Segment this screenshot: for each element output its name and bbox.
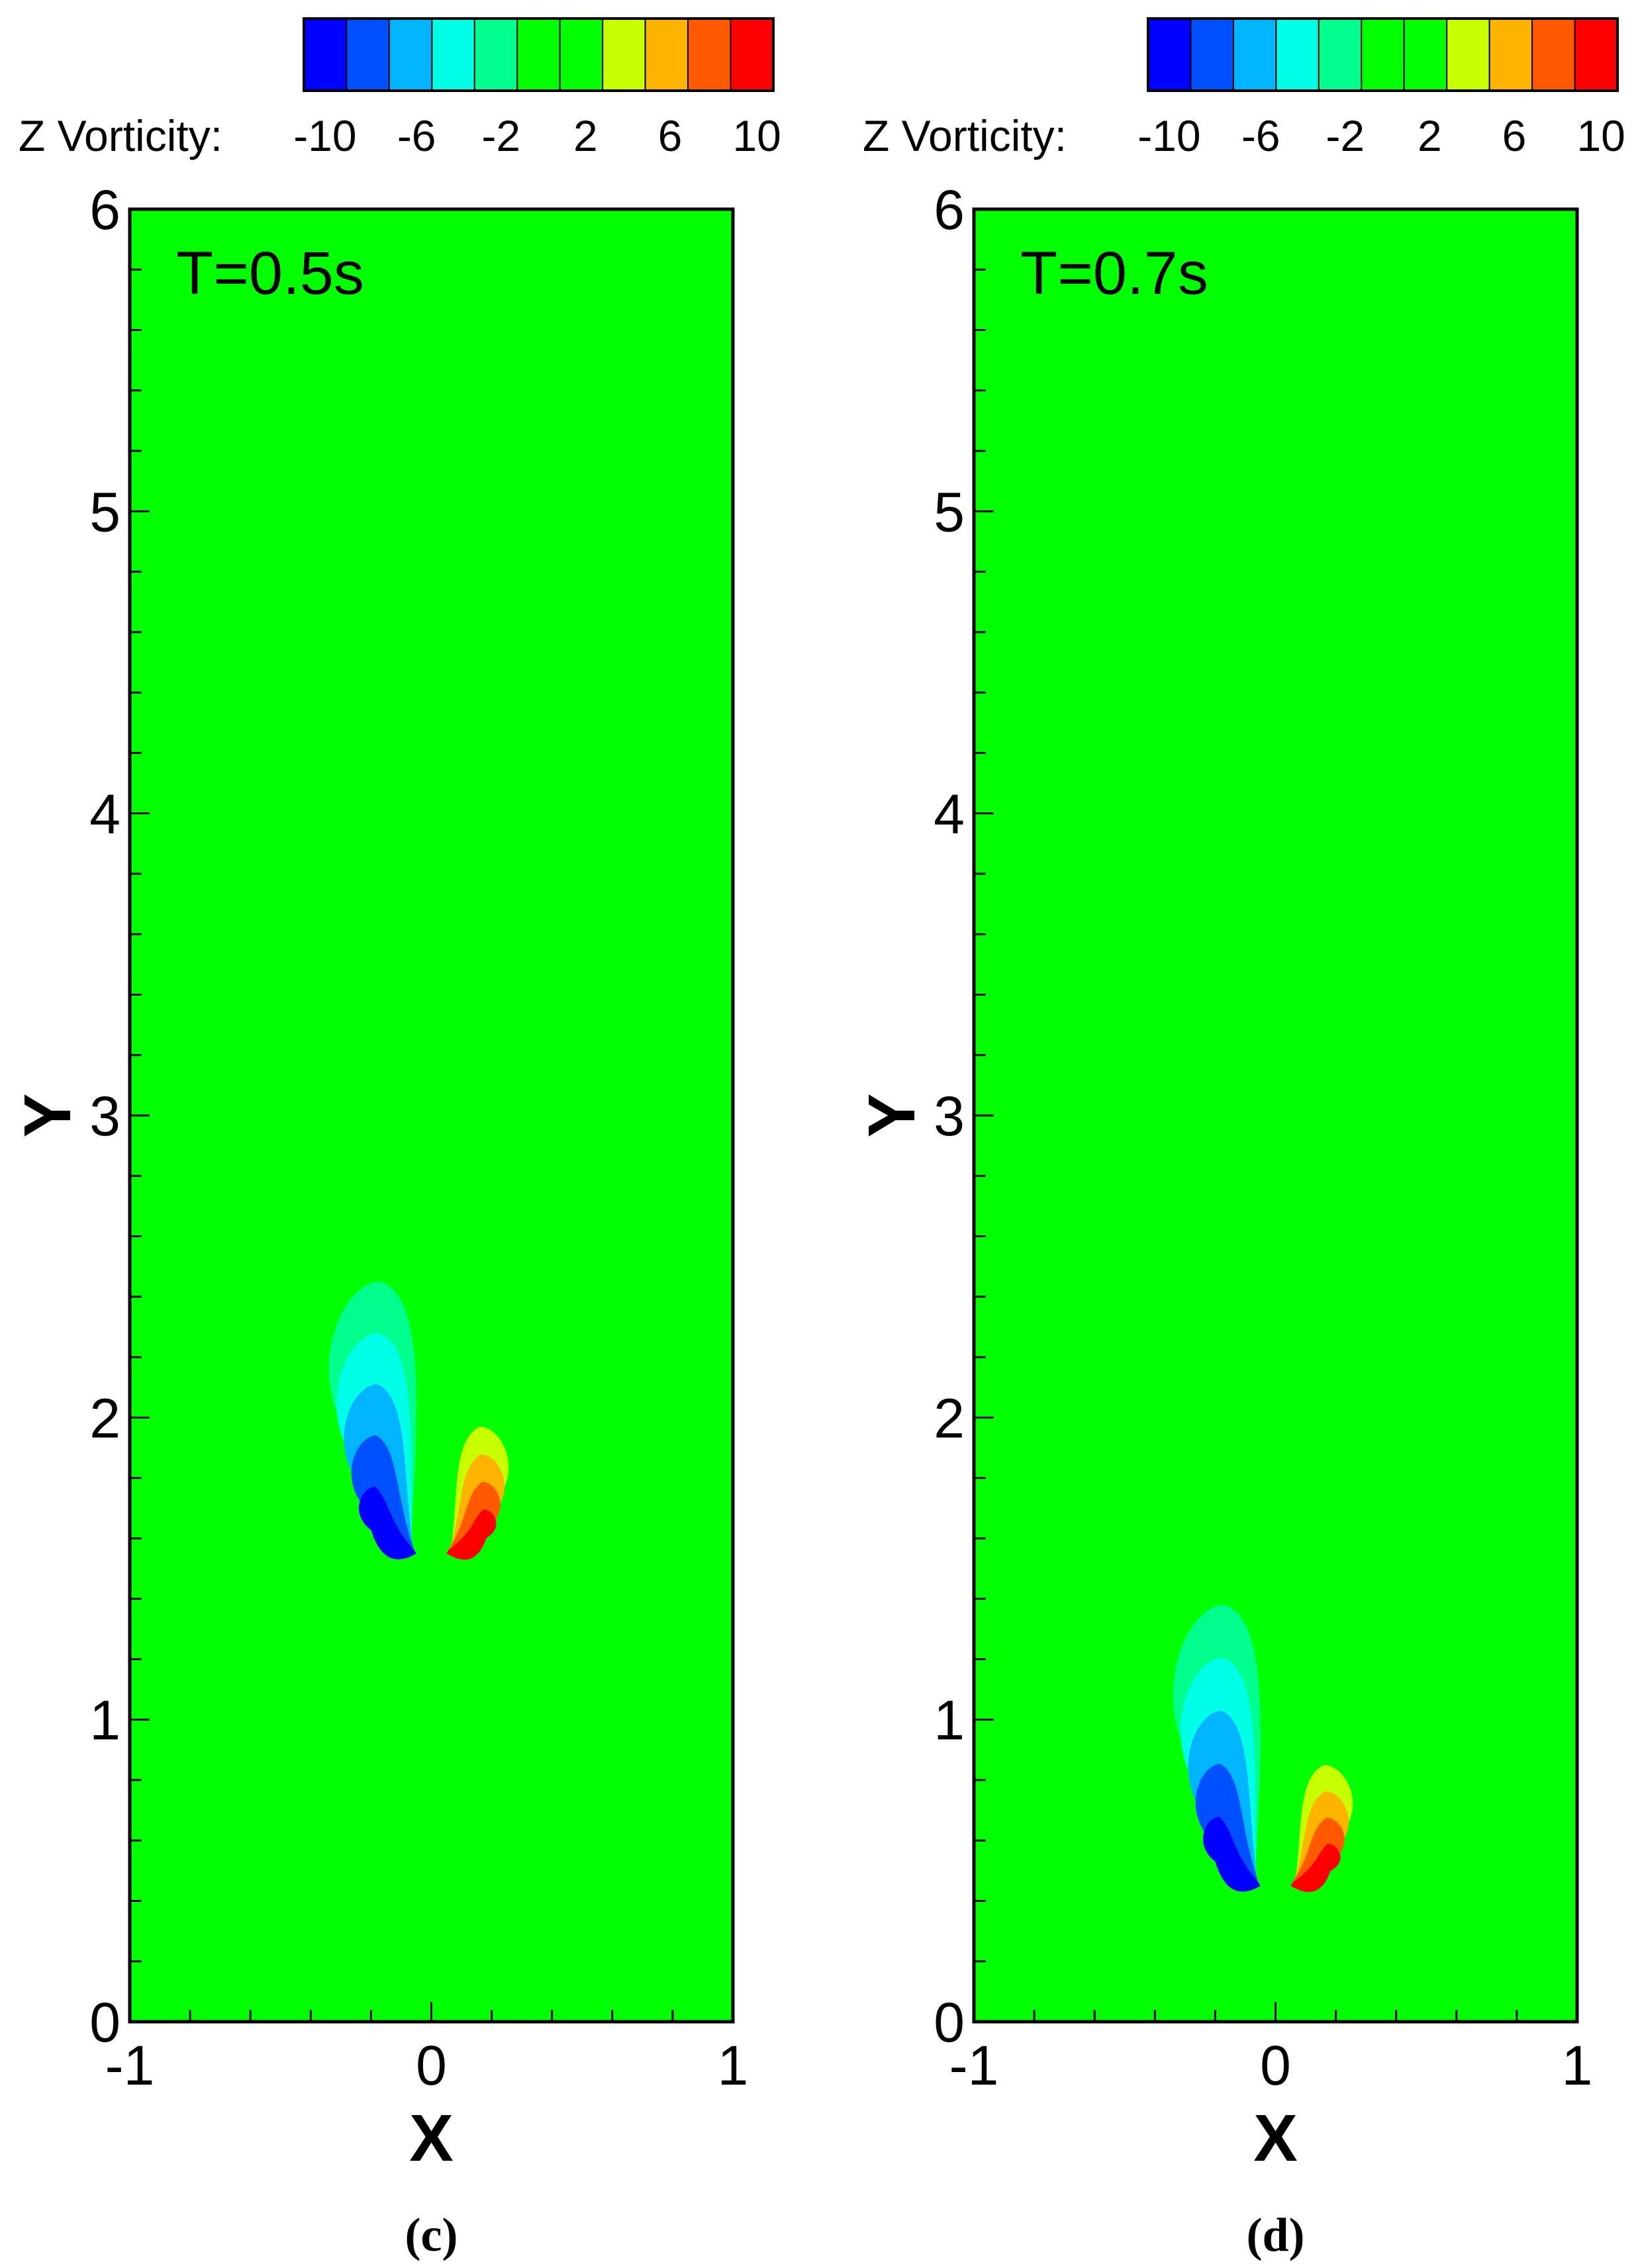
time-annotation: T=0.7s [1020,240,1208,307]
colorbar-swatch [516,18,561,91]
colorbar-swatch [473,18,518,91]
negative-vorticity-contour [1203,1817,1261,1892]
negative-vorticity-contour [359,1486,416,1560]
colorbar-frame [303,17,775,92]
positive-vorticity-contour [446,1509,497,1560]
field-background [974,209,1577,2022]
axis-ticks [973,208,1578,2023]
panel-caption: (c) [405,2208,458,2261]
colorbar-swatch [1531,18,1576,91]
y-tick-labels: 0 1 2 3 4 5 6 [89,179,121,2054]
colorbar-title: Z Vorticity: [863,111,1067,160]
negative-vorticity-contour [1195,1764,1261,1891]
colorbar-swatch [431,18,475,91]
colorbar-swatch [1446,18,1490,91]
colorbar-swatch [1574,18,1618,91]
colorbar-swatch [1190,18,1234,91]
colorbar-swatch [730,18,774,91]
colorbar-frame [1147,17,1619,92]
colorbar-swatches [1147,17,1619,92]
x-tick-label: -1 [949,2034,999,2097]
x-tick-label: -1 [105,2034,155,2097]
colorbar-tick-label: 6 [658,111,683,160]
y-tick-label: 4 [934,783,965,845]
colorbar-swatch [1232,18,1277,91]
colorbar-swatch [1275,18,1320,91]
x-tick-label: 1 [718,2034,749,2097]
colorbar: Z Vorticity: -10 -6 -2 2 6 10 [863,17,1625,160]
colorbar-swatch [1318,18,1363,91]
x-tick-label: 1 [1562,2034,1593,2097]
vortex-contours [1173,1605,1353,1893]
y-tick-label: 5 [934,481,965,543]
colorbar-swatch [687,18,732,91]
colorbar-swatch [1361,18,1405,91]
colorbar-swatch [1488,18,1533,91]
colorbar-tick-label: -2 [481,111,520,160]
colorbar-swatches [303,17,775,92]
colorbar-tick-label: 2 [1418,111,1442,160]
x-tick-labels: -1 0 1 [949,2034,1593,2097]
y-tick-label: 0 [89,1991,121,2054]
x-tick-label: 0 [1260,2034,1291,2097]
y-axis-title: Y [855,1094,929,1138]
colorbar-swatch [559,18,604,91]
positive-vorticity-contour [446,1482,501,1560]
colorbar: Z Vorticity: -10 -6 -2 2 6 10 [19,17,781,160]
colorbar-swatch [388,18,433,91]
colorbar-tick-label: -6 [397,111,436,160]
x-tick-label: 0 [416,2034,447,2097]
x-axis-title: X [1253,2101,1298,2175]
y-tick-label: 3 [934,1085,965,1147]
colorbar-title: Z Vorticity: [19,111,222,160]
colorbar-tick-label: 10 [1576,111,1625,160]
y-tick-label: 1 [934,1689,965,1752]
y-tick-labels: 0 1 2 3 4 5 6 [934,179,965,2054]
x-axis-title: X [409,2101,454,2175]
colorbar-tick-label: -10 [1137,111,1200,160]
positive-vorticity-contour [1290,1844,1341,1893]
colorbar-tick-label: -10 [293,111,356,160]
colorbar-tick-labels: -10 -6 -2 2 6 10 [1137,111,1625,160]
y-tick-label: 1 [89,1689,121,1752]
colorbar-tick-label: -6 [1241,111,1280,160]
y-tick-label: 0 [934,1991,965,2054]
colorbar-swatch [1147,18,1192,91]
colorbar-swatch [644,18,689,91]
y-tick-label: 2 [934,1387,965,1449]
y-tick-label: 6 [89,179,121,241]
field-background [130,209,733,2022]
colorbar-swatch [346,18,390,91]
colorbar-tick-label: 10 [732,111,781,160]
y-tick-label: 2 [89,1387,121,1449]
negative-vorticity-contour [351,1435,416,1559]
colorbar-swatch [303,18,348,91]
positive-vorticity-contour [1290,1817,1345,1892]
y-tick-label: 4 [89,783,121,845]
axis-ticks [128,208,734,2023]
colorbar-swatch [1403,18,1448,91]
y-tick-label: 5 [89,481,121,543]
x-tick-labels: -1 0 1 [105,2034,749,2097]
colorbar-tick-label: 2 [573,111,598,160]
y-tick-label: 3 [89,1085,121,1147]
colorbar-tick-label: 6 [1502,111,1527,160]
colorbar-tick-labels: -10 -6 -2 2 6 10 [293,111,781,160]
time-annotation: T=0.5s [176,240,364,307]
y-axis-title: Y [11,1094,85,1138]
colorbar-tick-label: -2 [1326,111,1365,160]
vortex-contours [328,1281,509,1560]
panel-caption: (d) [1247,2208,1305,2261]
colorbar-swatch [602,18,646,91]
y-tick-label: 6 [934,179,965,241]
